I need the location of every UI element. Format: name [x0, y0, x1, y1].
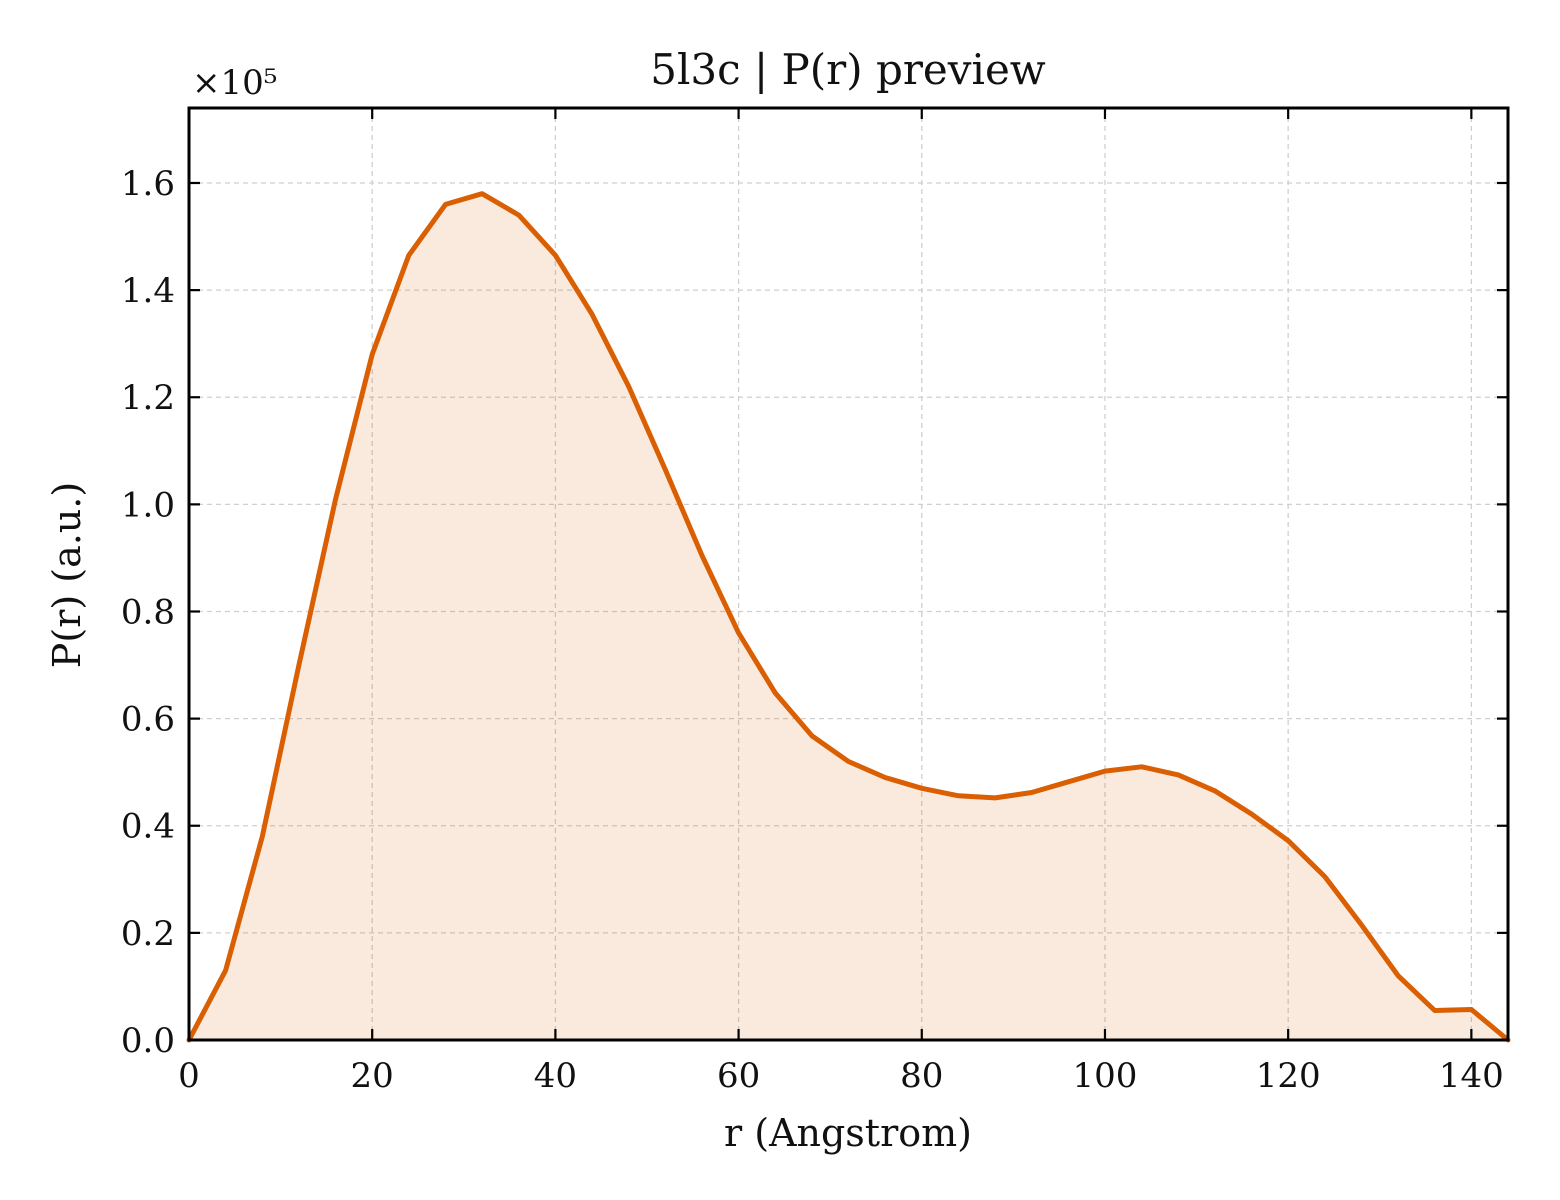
y-tick-label: 0.0: [121, 1021, 175, 1061]
x-tick-label: 40: [534, 1056, 577, 1096]
tick-marks: [187, 108, 1508, 1042]
x-tick-label: 80: [900, 1056, 943, 1096]
y-axis-title: P(r) (a.u.): [45, 482, 89, 668]
pr-area-fill: [189, 193, 1508, 1040]
plot-frame: [187, 106, 1510, 1042]
tick-labels: 0 20 40 60 80 100 120 140 0.0 0.2 0.4 0.6 0.8 1.0 1.2 1…: [121, 164, 1504, 1096]
pr-curve: [186, 191, 1511, 1043]
y-tick-label: 0.6: [121, 700, 175, 740]
chart-title: 5l3c | P(r) preview: [650, 45, 1046, 94]
y-tick-label: 1.0: [121, 485, 175, 525]
x-tick-label: 120: [1256, 1056, 1321, 1096]
x-tick-label: 140: [1439, 1056, 1504, 1096]
y-tick-label: 0.8: [121, 592, 175, 632]
y-axis-multiplier: ×10⁵: [192, 63, 277, 103]
y-tick-label: 0.2: [121, 914, 175, 954]
grid-lines: [188, 108, 1508, 1041]
y-tick-label: 1.4: [121, 271, 175, 311]
x-axis-title: r (Angstrom): [724, 1111, 972, 1155]
y-tick-label: 0.4: [121, 807, 175, 847]
x-tick-label: 60: [717, 1056, 760, 1096]
y-tick-label: 1.2: [121, 378, 175, 418]
x-tick-label: 100: [1073, 1056, 1138, 1096]
data-layer: [186, 191, 1511, 1043]
x-tick-label: 20: [351, 1056, 394, 1096]
x-tick-label: 0: [178, 1056, 200, 1096]
y-tick-label: 1.6: [121, 164, 175, 204]
